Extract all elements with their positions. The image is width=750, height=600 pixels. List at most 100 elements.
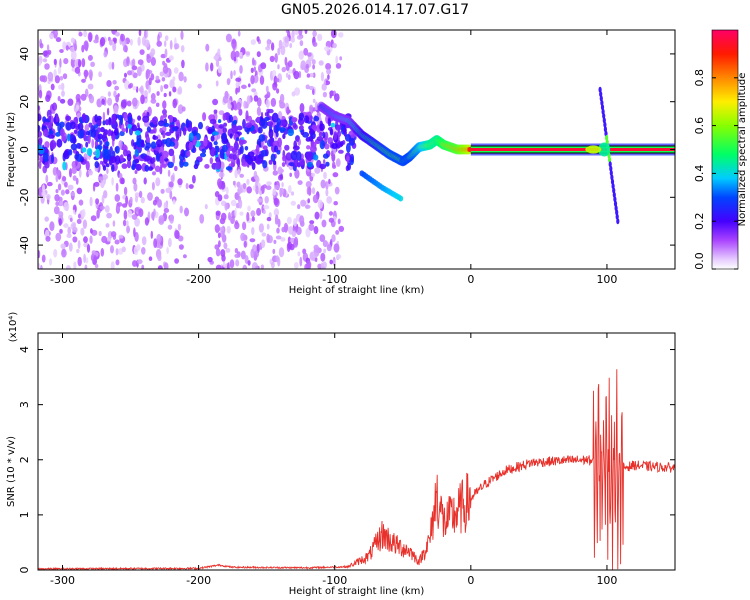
noise-blob	[141, 264, 145, 269]
noise-blob	[329, 94, 332, 99]
noise-blob	[126, 57, 130, 64]
noise-blob	[213, 55, 219, 60]
band-blob	[319, 163, 327, 170]
noise-blob	[38, 89, 43, 99]
band-blob	[163, 122, 170, 127]
band-blob	[88, 122, 92, 128]
noise-blob	[164, 35, 169, 41]
noise-blob	[239, 211, 244, 216]
noise-blob	[335, 158, 341, 168]
noise-blob	[323, 79, 327, 86]
noise-blob	[289, 172, 293, 177]
noise-blob	[160, 85, 164, 93]
noise-blob	[231, 38, 237, 49]
noise-blob	[192, 174, 196, 184]
noise-blob	[57, 95, 61, 102]
band-blob	[94, 148, 101, 159]
noise-blob	[88, 170, 93, 176]
noise-blob	[124, 72, 127, 78]
noise-blob	[297, 251, 301, 257]
noise-blob	[145, 68, 151, 79]
noise-blob	[172, 154, 175, 164]
chart-title: GN05.2026.014.17.07.G17	[280, 2, 470, 18]
x-tick-label: -200	[186, 273, 211, 286]
noise-blob	[245, 51, 251, 56]
band-blob	[299, 158, 305, 166]
noise-blob	[46, 44, 50, 52]
noise-blob	[93, 181, 100, 187]
band-blob	[240, 145, 244, 154]
noise-blob	[85, 257, 89, 264]
band-blob	[121, 128, 127, 133]
noise-blob	[42, 50, 48, 57]
noise-blob	[239, 173, 244, 178]
band-blob	[96, 115, 102, 121]
band-blob	[325, 161, 330, 167]
noise-blob	[281, 66, 287, 73]
noise-blob	[107, 97, 113, 106]
colorbar	[711, 29, 739, 270]
noise-blob	[323, 171, 327, 180]
noise-blob	[230, 199, 237, 207]
band-blob	[256, 116, 261, 124]
noise-blob	[213, 109, 218, 114]
noise-blob	[42, 191, 46, 199]
noise-blob	[138, 190, 143, 198]
noise-blob	[122, 219, 127, 227]
noise-blob	[79, 169, 82, 178]
noise-blob	[180, 30, 184, 40]
noise-blob	[250, 248, 255, 259]
noise-blob	[167, 224, 173, 230]
noise-blob	[256, 106, 261, 116]
noise-blob	[137, 66, 142, 77]
noise-blob	[287, 60, 293, 68]
band-blob	[73, 129, 78, 135]
noise-blob	[89, 235, 93, 244]
noise-blob	[60, 82, 65, 91]
noise-blob	[273, 197, 279, 206]
band-blob	[168, 148, 175, 157]
colorbar-label: Normalized spectral amplitude	[737, 73, 748, 227]
noise-blob	[99, 140, 103, 145]
noise-blob	[277, 64, 280, 70]
noise-blob	[305, 204, 311, 209]
noise-blob	[87, 54, 93, 61]
band-blob	[311, 124, 318, 130]
band-blob	[204, 164, 210, 169]
noise-blob	[280, 237, 286, 242]
band-blob	[329, 128, 334, 136]
noise-blob	[225, 186, 229, 195]
noise-blob	[118, 234, 124, 239]
noise-blob	[85, 141, 89, 148]
noise-blob	[160, 53, 166, 59]
noise-blob	[314, 257, 318, 263]
noise-blob	[305, 227, 311, 238]
noise-blob	[237, 169, 241, 175]
noise-blob	[125, 195, 129, 206]
band-blob	[155, 139, 163, 148]
noise-blob	[91, 229, 98, 236]
noise-blob	[38, 262, 41, 269]
noise-blob	[103, 190, 108, 199]
band-blob	[273, 160, 277, 165]
noise-blob	[42, 58, 48, 63]
noise-blob	[119, 130, 125, 137]
heatmap-x-label: Height of straight line (km)	[289, 285, 425, 296]
noise-blob	[115, 259, 120, 266]
noise-blob	[320, 262, 324, 269]
noise-blob	[253, 250, 259, 258]
noise-blob	[173, 139, 179, 150]
y-tick-label: 1	[18, 511, 31, 518]
band-blob	[229, 133, 233, 139]
band-blob	[111, 164, 115, 173]
noise-blob	[323, 248, 326, 254]
noise-blob	[168, 55, 174, 61]
noise-blob	[289, 243, 295, 251]
noise-blob	[312, 64, 315, 70]
band-blob	[313, 154, 319, 161]
noise-blob	[84, 41, 89, 52]
band-blob	[60, 128, 65, 137]
noise-blob	[81, 44, 85, 53]
noise-blob	[238, 199, 243, 209]
